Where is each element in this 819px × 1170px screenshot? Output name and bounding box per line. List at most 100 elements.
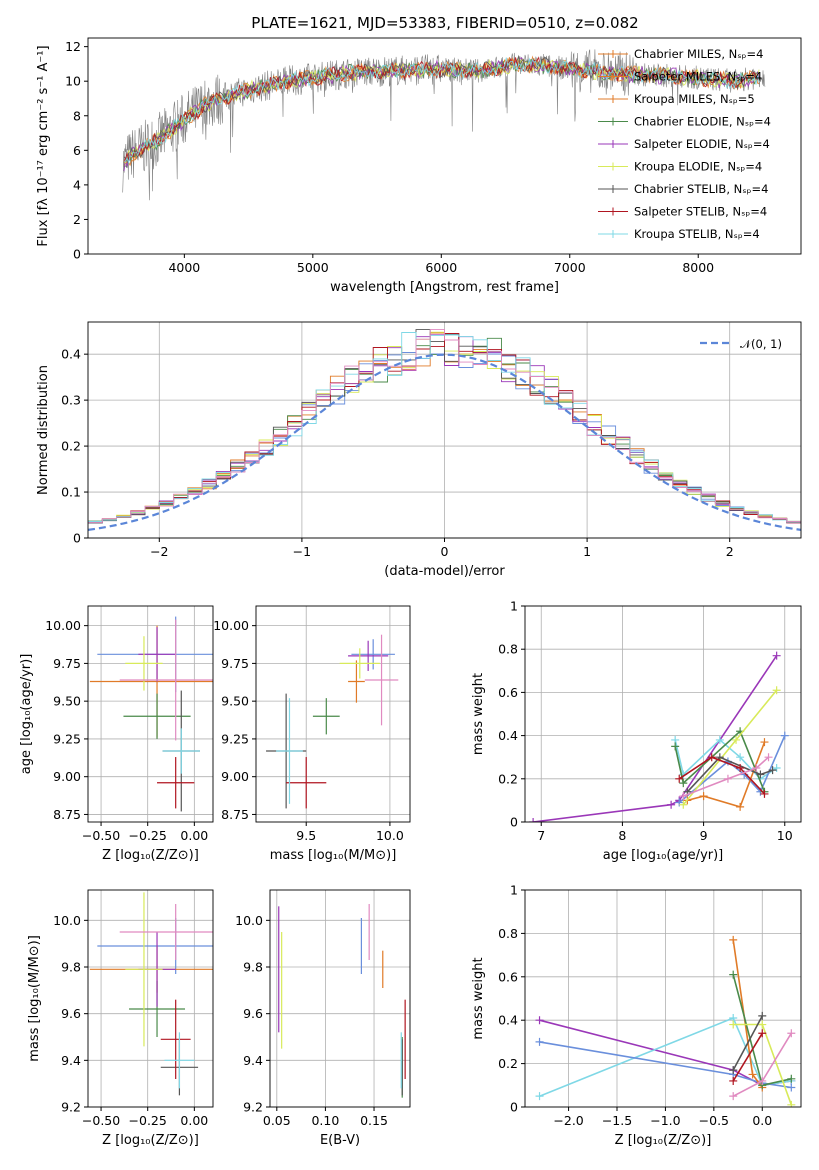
y-tick-label: 9.4 — [61, 1053, 81, 1068]
y-tick-label: 10 — [65, 74, 81, 89]
y-tick-label: 0.2 — [498, 771, 518, 786]
y-axis-label: Normed distribution — [36, 365, 51, 495]
y-tick-label: 1 — [510, 599, 518, 614]
spectrum-legend: Chabrier MILES, Nₛₚ=4 Salpeter MILES, Nₛₚ… — [598, 47, 771, 241]
series-marker — [729, 970, 738, 979]
x-tick-label: 7000 — [554, 260, 586, 275]
x-tick-label: −0.5 — [699, 1113, 729, 1128]
x-axis-label: (data-model)/error — [384, 564, 505, 579]
y-tick-label: 8.75 — [53, 807, 81, 822]
series-marker — [715, 735, 724, 744]
series-marker — [729, 1092, 738, 1101]
y-tick-label: 9.6 — [243, 1006, 263, 1021]
error-bar-point — [339, 648, 380, 679]
series-marker — [787, 1074, 796, 1083]
series-marker — [729, 1076, 738, 1085]
axes-frame — [269, 889, 411, 1108]
x-tick-label: 0.10 — [311, 1113, 339, 1128]
x-tick-label: −0.50 — [82, 1113, 120, 1128]
y-tick-label: 0.4 — [498, 1013, 518, 1028]
x-tick-label: −0.25 — [129, 1113, 167, 1128]
series-marker — [748, 1070, 757, 1079]
y-tick-label: 2 — [73, 212, 81, 227]
x-tick-label: 0.00 — [180, 828, 208, 843]
y-tick-label: 12 — [65, 39, 81, 54]
y-tick-label: 6 — [73, 143, 81, 158]
y-tick-label: 0.3 — [61, 393, 81, 408]
x-axis-label: Z [log₁₀(Z/Z⊙)] — [102, 1133, 199, 1148]
y-tick-label: 0.4 — [61, 347, 81, 362]
x-tick-label: −2.0 — [553, 1113, 583, 1128]
y-tick-label: 10.00 — [213, 618, 249, 633]
error-bar-point — [119, 904, 213, 960]
series-marker — [736, 753, 745, 762]
axes-frame — [255, 605, 411, 823]
y-tick-label: 9.25 — [221, 731, 249, 746]
legend-entry: Chabrier STELIB, Nₛₚ=4 — [634, 182, 768, 196]
y-tick-label: 9.25 — [53, 731, 81, 746]
error-bar-point — [123, 693, 191, 739]
series-marker — [768, 766, 777, 775]
figure-title: PLATE=1621, MJD=53383, FIBERID=0510, z=0… — [251, 14, 638, 32]
error-bar-point — [286, 757, 327, 809]
mass-weight-series-2 — [539, 1016, 792, 1097]
x-axis-label: age [log₁₀(age/yr)] — [603, 848, 724, 863]
legend-entry: Chabrier MILES, Nₛₚ=4 — [634, 47, 763, 61]
x-tick-label: 0.00 — [180, 1113, 208, 1128]
mass-weight-series-1 — [533, 655, 778, 822]
error-bar-point — [160, 999, 191, 1079]
mass-weight-series-3 — [539, 1041, 792, 1089]
y-tick-label: 0.2 — [498, 1056, 518, 1071]
y-tick-label: 0.8 — [498, 642, 518, 657]
series-marker — [707, 753, 716, 762]
x-tick-label: 9.5 — [296, 828, 316, 843]
y-tick-label: 9.4 — [243, 1053, 263, 1068]
x-tick-label: 1 — [583, 544, 591, 559]
gaussian-curve — [88, 353, 801, 531]
mass-vs-z-panel: −0.50 −0.25 0.00 9.2 9.4 9.6 9.8 10.0 Z [log₁₀(Z… — [27, 889, 214, 1148]
axes-frame — [524, 889, 802, 1108]
mass-weight-series-4 — [687, 741, 766, 808]
model-spectrum-line-9 — [123, 57, 760, 165]
error-bar-point — [348, 640, 389, 671]
y-tick-label: 9.00 — [53, 769, 81, 784]
mass-vs-ebv-panel: 0.05 0.10 0.15 9.2 9.4 9.6 9.8 10.0 E(B-V) — [235, 889, 411, 1148]
spectrum-panel: 4000 5000 6000 7000 8000 0 2 4 6 8 10 12 wavelength … — [36, 37, 802, 295]
legend-entry: 𝒩(0, 1) — [740, 337, 782, 351]
y-tick-label: 9.50 — [221, 694, 249, 709]
mass-weight-series-8 — [732, 1032, 763, 1082]
y-tick-label: 0 — [510, 815, 518, 830]
y-tick-label: 9.75 — [53, 656, 81, 671]
massweight-vs-z-panel: −2.0 −1.5 −1.0 −0.5 0.0 0 0.2 0.4 0.6 0.8 1 Z [log₁… — [471, 883, 802, 1148]
series-marker — [732, 735, 741, 744]
x-axis-label: mass [log₁₀(M/M⊙)] — [270, 848, 397, 863]
series-marker — [772, 651, 781, 660]
error-bar-point — [138, 627, 176, 682]
x-axis-label: Z [log₁₀(Z/Z⊙)] — [615, 1133, 712, 1148]
legend-entry: Kroupa MILES, Nₛₚ=5 — [634, 92, 755, 106]
y-tick-label: 8.75 — [221, 807, 249, 822]
age-vs-z-panel: −0.50 −0.25 0.00 8.75 9.00 9.25 9.50 9.75 10.00 Z… — [19, 605, 214, 863]
age-vs-mass-panel: 9.5 10.0 8.75 9.00 9.25 9.50 9.75 10.00 mass [lo… — [213, 605, 411, 863]
y-tick-label: 9.2 — [61, 1100, 81, 1115]
series-marker — [787, 1029, 796, 1038]
y-tick-label: 0.2 — [61, 439, 81, 454]
error-bar-point — [348, 660, 365, 703]
series-marker — [756, 770, 765, 779]
x-tick-label: 8000 — [682, 260, 714, 275]
x-tick-label: 5000 — [297, 260, 329, 275]
error-bar-point — [125, 892, 163, 1047]
series-marker — [772, 764, 781, 772]
y-tick-label: 0 — [510, 1100, 518, 1115]
mass-weight-series-8 — [678, 756, 766, 795]
x-tick-label: −2 — [150, 544, 168, 559]
x-tick-label: 7 — [537, 828, 545, 843]
plot-area — [89, 892, 213, 1096]
y-tick-label: 0.1 — [61, 485, 81, 500]
series-marker — [723, 774, 732, 783]
y-axis-label: Flux [fλ 10⁻¹⁷ erg cm⁻² s⁻¹ A⁻¹] — [36, 45, 51, 246]
series-marker — [736, 802, 745, 811]
y-tick-label: 9.50 — [53, 694, 81, 709]
x-axis-label: Z [log₁₀(Z/Z⊙)] — [102, 848, 199, 863]
